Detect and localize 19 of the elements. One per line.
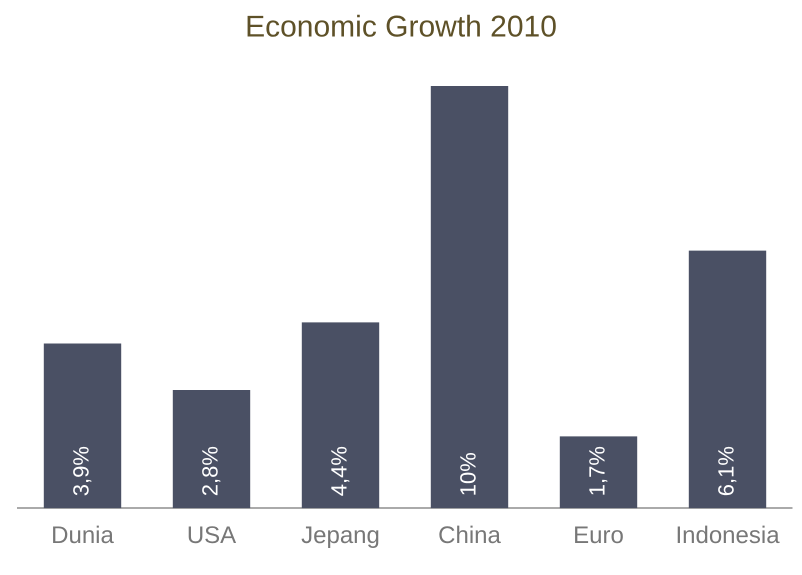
x-tick-label: Indonesia — [675, 522, 780, 550]
x-tick-label: USA — [186, 522, 236, 550]
x-tick-label: China — [438, 522, 502, 550]
data-label: 4,4% — [326, 446, 352, 496]
data-label: 1,7% — [584, 446, 610, 496]
bar — [430, 86, 508, 508]
bar — [302, 322, 380, 508]
bar — [688, 250, 766, 508]
bar — [44, 344, 122, 508]
bar — [172, 390, 250, 508]
data-label: 10% — [456, 452, 481, 496]
x-tick-label: Euro — [573, 522, 624, 550]
data-label: 2,8% — [198, 446, 223, 496]
chart-title: Economic Growth 2010 — [245, 10, 557, 44]
bar — [560, 436, 638, 508]
x-tick-label: Dunia — [51, 522, 114, 550]
data-label: 3,9% — [68, 446, 94, 496]
data-label: 6,1% — [714, 446, 739, 496]
x-tick-label: Jepang — [301, 522, 380, 550]
